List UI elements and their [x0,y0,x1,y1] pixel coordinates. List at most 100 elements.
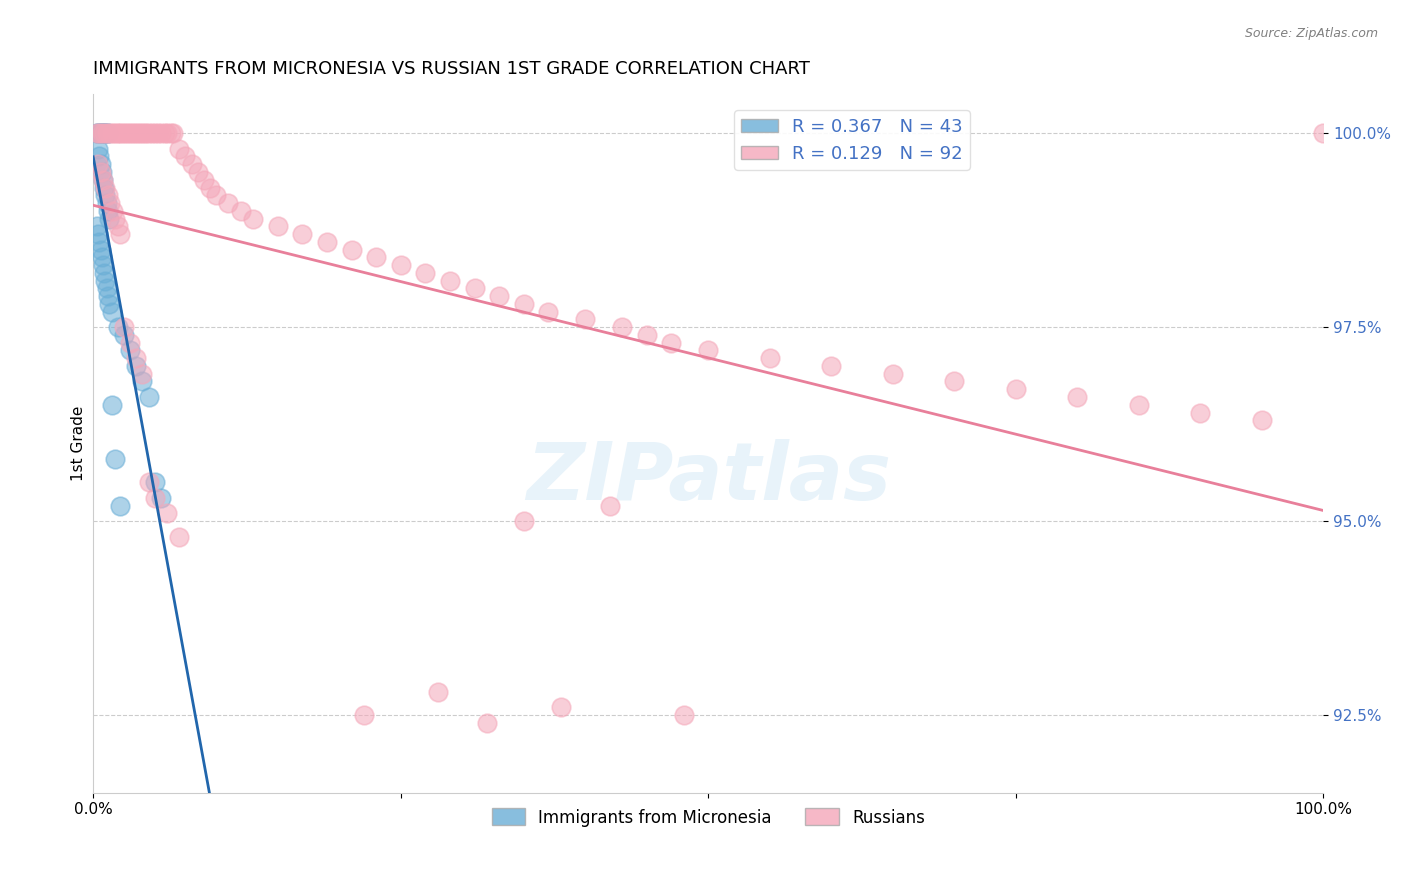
Point [138,126,160,140]
Point [93,126,115,140]
Point [91,126,114,140]
Point [86,126,108,140]
Point [156,126,179,140]
Point [1312,126,1334,140]
Point [149,126,172,140]
Point [89,149,111,163]
Point [156,507,179,521]
Point [153,126,176,140]
Point [131,375,153,389]
Point [91,173,114,187]
Point [101,203,124,218]
Point [820,359,842,373]
Point [125,359,148,373]
Point [135,126,157,140]
Point [90,126,112,140]
Y-axis label: 1st Grade: 1st Grade [72,406,86,481]
Point [100,398,122,412]
Point [120,126,142,140]
Point [162,126,184,140]
Point [90,165,112,179]
Point [94,274,117,288]
Point [107,219,129,234]
Point [86,126,108,140]
Point [143,475,166,490]
Point [112,126,135,140]
Point [91,173,114,187]
Point [89,126,111,140]
Point [636,327,658,342]
Point [198,180,221,194]
Point [115,126,138,140]
Legend: Immigrants from Micronesia, Russians: Immigrants from Micronesia, Russians [485,802,931,833]
Point [128,126,150,140]
Point [125,351,148,366]
Point [138,475,160,490]
Point [122,126,145,140]
Point [96,196,118,211]
Point [943,375,966,389]
Point [316,235,339,249]
Point [112,327,135,342]
Point [143,491,166,505]
Point [105,126,128,140]
Point [87,227,110,241]
Point [104,211,127,226]
Point [110,499,132,513]
Point [104,452,127,467]
Point [149,491,172,505]
Point [108,126,131,140]
Point [242,211,264,226]
Point [758,351,780,366]
Point [97,203,120,218]
Point [366,251,388,265]
Point [89,126,111,140]
Point [96,126,118,140]
Point [93,180,115,194]
Point [550,700,572,714]
Point [89,235,111,249]
Point [112,320,135,334]
Point [90,165,112,179]
Point [120,335,142,350]
Point [143,126,166,140]
Point [94,188,117,202]
Point [100,304,122,318]
Point [193,173,215,187]
Point [93,266,115,280]
Point [100,126,122,140]
Point [97,289,120,303]
Point [340,243,363,257]
Point [610,320,633,334]
Point [91,258,114,272]
Text: Source: ZipAtlas.com: Source: ZipAtlas.com [1244,27,1378,40]
Point [141,126,163,140]
Point [1128,398,1150,412]
Point [537,304,560,318]
Point [90,251,112,265]
Point [107,320,129,334]
Point [1004,382,1026,396]
Point [218,196,240,211]
Point [1066,390,1088,404]
Point [574,312,596,326]
Text: IMMIGRANTS FROM MICRONESIA VS RUSSIAN 1ST GRADE CORRELATION CHART: IMMIGRANTS FROM MICRONESIA VS RUSSIAN 1S… [93,60,810,78]
Point [229,203,252,218]
Point [159,126,181,140]
Point [118,126,141,140]
Point [426,685,449,699]
Point [97,126,120,140]
Point [672,708,695,723]
Point [129,126,152,140]
Point [103,126,125,140]
Point [267,219,290,234]
Point [169,530,191,544]
Point [697,343,720,358]
Point [389,258,412,272]
Point [96,126,118,140]
Point [180,157,202,171]
Point [96,281,118,295]
Point [1250,413,1272,427]
Point [98,211,121,226]
Point [90,243,112,257]
